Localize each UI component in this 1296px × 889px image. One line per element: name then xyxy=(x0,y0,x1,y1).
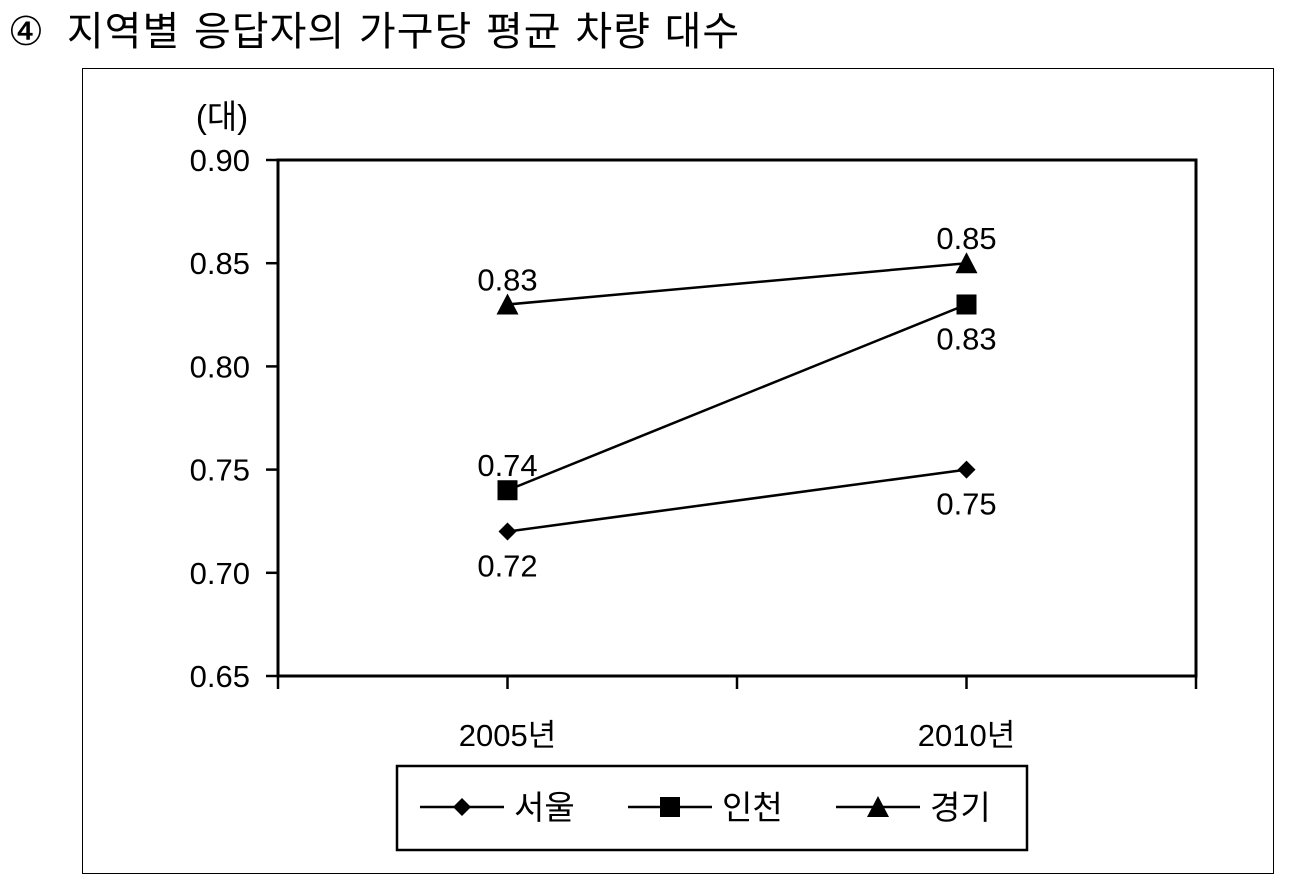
y-tick-label: 0.80 xyxy=(190,349,250,384)
data-label: 0.83 xyxy=(936,321,996,356)
legend-item-triangle: 경기 xyxy=(836,789,991,826)
square-marker xyxy=(497,480,518,501)
legend-label: 서울 xyxy=(514,789,575,826)
data-label: 0.72 xyxy=(477,549,537,584)
legend-triangle-icon xyxy=(867,796,889,817)
plot-area xyxy=(276,158,1198,678)
legend-item-square: 인천 xyxy=(628,789,783,826)
legend-label: 경기 xyxy=(930,789,991,826)
heading-text: 지역별 응답자의 가구당 평균 차량 대수 xyxy=(66,9,741,55)
triangle-marker xyxy=(955,252,978,274)
diamond-marker xyxy=(498,522,517,541)
series-line xyxy=(507,261,967,306)
diamond-marker xyxy=(957,460,976,479)
y-tick-label: 0.85 xyxy=(190,246,250,281)
chart-heading: ④ 지역별 응답자의 가구당 평균 차량 대수 xyxy=(8,4,740,60)
x-tick-label: 2005년 xyxy=(459,718,556,753)
data-label: 0.75 xyxy=(936,487,996,522)
y-axis-unit-label: (대) xyxy=(196,98,248,135)
triangle-marker xyxy=(496,293,519,315)
series-group: 0.72 0.75 0.74 0.83 0.83 0.85 xyxy=(477,221,996,583)
x-tick-label: 2010년 xyxy=(918,718,1015,753)
square-marker xyxy=(956,294,977,315)
legend: 서울 인천 경기 xyxy=(395,764,1029,852)
series-triangle: 0.83 0.85 xyxy=(477,221,997,315)
y-tick-label: 0.70 xyxy=(190,556,250,591)
data-label: 0.74 xyxy=(477,448,537,483)
y-tick-label: 0.90 xyxy=(190,143,250,178)
series-line xyxy=(507,468,967,533)
legend-diamond-icon xyxy=(453,798,471,816)
x-axis: 2005년 2010년 xyxy=(276,676,1198,753)
data-label: 0.83 xyxy=(477,262,537,297)
legend-item-diamond: 서울 xyxy=(420,789,575,826)
heading-number: ④ xyxy=(8,9,45,55)
legend-square-icon xyxy=(660,797,680,817)
chart-frame xyxy=(82,68,1274,874)
data-label: 0.85 xyxy=(936,221,996,256)
legend-label: 인천 xyxy=(722,789,783,826)
series-square: 0.74 0.83 xyxy=(477,294,997,501)
y-axis: 0.65 0.70 0.75 0.80 0.85 0.90 xyxy=(190,143,278,694)
y-tick-label: 0.65 xyxy=(190,659,250,694)
series-diamond: 0.72 0.75 xyxy=(477,460,997,584)
y-tick-label: 0.75 xyxy=(190,453,250,488)
series-line xyxy=(507,303,967,492)
